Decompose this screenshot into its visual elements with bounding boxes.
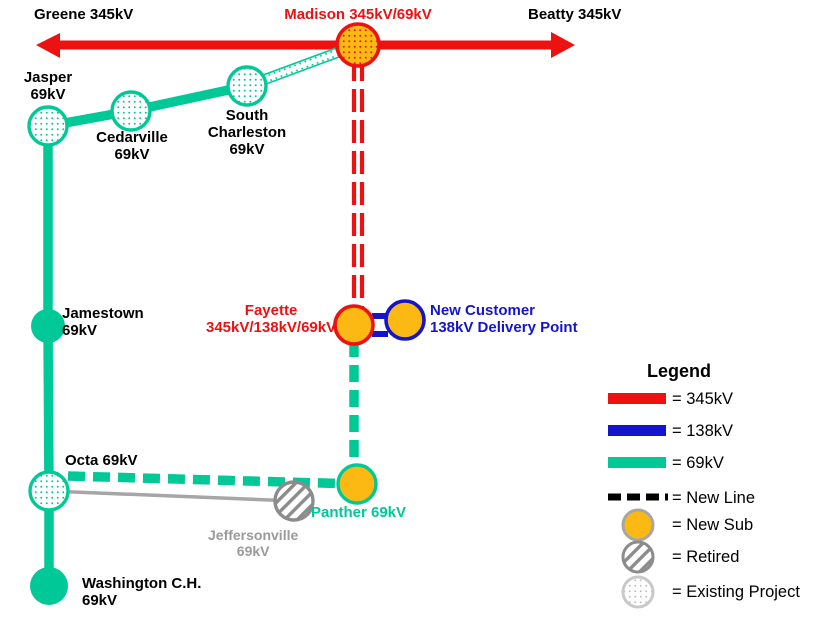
svg-text:= 345kV: = 345kV	[672, 390, 733, 408]
svg-text:= Existing Project: = Existing Project	[672, 583, 800, 601]
svg-text:= Retired: = Retired	[672, 548, 739, 566]
svg-text:= New Line: = New Line	[672, 489, 755, 507]
svg-text:= New Sub: = New Sub	[672, 516, 753, 534]
svg-text:Legend: Legend	[647, 361, 711, 381]
svg-text:= 138kV: = 138kV	[672, 422, 733, 440]
svg-text:= 69kV: = 69kV	[672, 454, 724, 472]
